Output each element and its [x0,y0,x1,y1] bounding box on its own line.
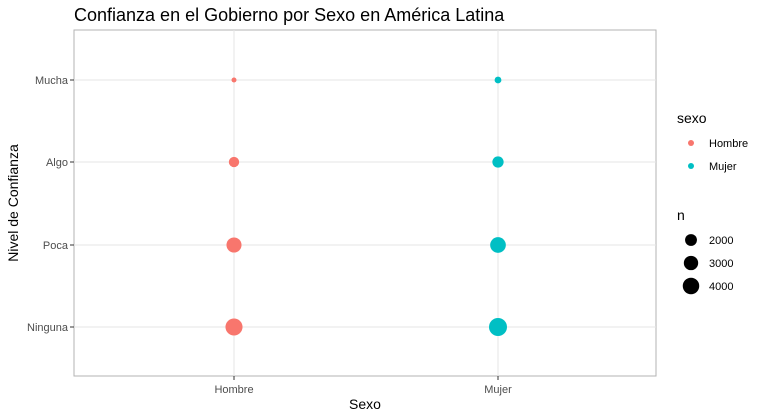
data-point [494,76,502,84]
y-tick-label: Algo [46,157,68,169]
size-legend-key [682,277,700,295]
y-tick-labels: Ninguna Poca Algo Mucha [27,75,74,334]
color-legend-key [688,163,694,169]
size-legend-label: 2000 [709,235,733,247]
chart-title: Confianza en el Gobierno por Sexo en Amé… [74,5,505,25]
plot-border [73,29,657,377]
x-tick-label: Hombre [214,384,253,396]
plot-panel [73,29,657,377]
size-legend-label: 3000 [709,258,733,270]
size-legend-label: 4000 [709,281,733,293]
x-axis-title: Sexo [349,396,381,412]
data-point [226,237,242,253]
points [225,76,507,336]
y-tick-label: Ninguna [27,322,69,334]
x-tick-label: Mujer [484,384,512,396]
color-legend-title: sexo [677,110,707,126]
y-tick-label: Poca [43,240,69,252]
data-point [492,156,504,168]
x-tick-labels: Hombre Mujer [214,376,512,396]
color-legend-label: Hombre [709,138,748,150]
size-legend-title: n [677,207,685,223]
data-point [225,318,243,336]
data-point [489,318,507,336]
size-legend: n 2000 3000 4000 [677,207,733,295]
color-legend-label: Mujer [709,161,737,173]
y-tick-label: Mucha [35,75,69,87]
y-axis-title: Nivel de Confianza [5,144,21,262]
grid [74,30,656,376]
data-point [231,77,237,83]
color-legend: sexo Hombre Mujer [677,110,748,173]
size-legend-key [683,255,699,271]
data-point [490,237,506,253]
size-legend-key [685,234,697,246]
data-point [228,156,240,168]
color-legend-key [688,140,694,146]
